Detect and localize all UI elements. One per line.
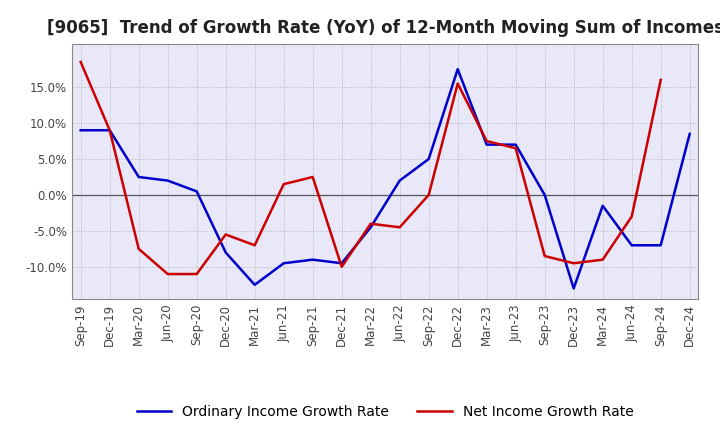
Net Income Growth Rate — [221, 232, 230, 237]
Ordinary Income Growth Rate — [192, 189, 201, 194]
Ordinary Income Growth Rate — [163, 178, 172, 183]
Ordinary Income Growth Rate — [395, 178, 404, 183]
Ordinary Income Growth Rate — [511, 142, 520, 147]
Ordinary Income Growth Rate — [454, 66, 462, 72]
Ordinary Income Growth Rate — [657, 242, 665, 248]
Net Income Growth Rate — [424, 192, 433, 198]
Ordinary Income Growth Rate — [366, 225, 375, 230]
Net Income Growth Rate — [135, 246, 143, 252]
Net Income Growth Rate — [279, 182, 288, 187]
Ordinary Income Growth Rate — [424, 156, 433, 161]
Net Income Growth Rate — [338, 264, 346, 269]
Net Income Growth Rate — [105, 128, 114, 133]
Ordinary Income Growth Rate — [482, 142, 491, 147]
Title: [9065]  Trend of Growth Rate (YoY) of 12-Month Moving Sum of Incomes: [9065] Trend of Growth Rate (YoY) of 12-… — [47, 19, 720, 37]
Net Income Growth Rate — [76, 59, 85, 65]
Net Income Growth Rate — [308, 174, 317, 180]
Net Income Growth Rate — [454, 81, 462, 86]
Net Income Growth Rate — [598, 257, 607, 262]
Ordinary Income Growth Rate — [251, 282, 259, 287]
Net Income Growth Rate — [511, 146, 520, 151]
Ordinary Income Growth Rate — [279, 260, 288, 266]
Net Income Growth Rate — [192, 271, 201, 277]
Ordinary Income Growth Rate — [135, 174, 143, 180]
Net Income Growth Rate — [541, 253, 549, 259]
Line: Ordinary Income Growth Rate: Ordinary Income Growth Rate — [81, 69, 690, 288]
Ordinary Income Growth Rate — [76, 128, 85, 133]
Net Income Growth Rate — [657, 77, 665, 83]
Ordinary Income Growth Rate — [338, 260, 346, 266]
Ordinary Income Growth Rate — [105, 128, 114, 133]
Ordinary Income Growth Rate — [570, 286, 578, 291]
Net Income Growth Rate — [482, 139, 491, 144]
Legend: Ordinary Income Growth Rate, Net Income Growth Rate: Ordinary Income Growth Rate, Net Income … — [131, 400, 639, 425]
Ordinary Income Growth Rate — [308, 257, 317, 262]
Line: Net Income Growth Rate: Net Income Growth Rate — [81, 62, 661, 274]
Net Income Growth Rate — [366, 221, 375, 226]
Net Income Growth Rate — [570, 260, 578, 266]
Ordinary Income Growth Rate — [541, 192, 549, 198]
Net Income Growth Rate — [163, 271, 172, 277]
Ordinary Income Growth Rate — [598, 203, 607, 209]
Net Income Growth Rate — [627, 214, 636, 219]
Ordinary Income Growth Rate — [221, 250, 230, 255]
Ordinary Income Growth Rate — [685, 131, 694, 136]
Ordinary Income Growth Rate — [627, 242, 636, 248]
Net Income Growth Rate — [251, 242, 259, 248]
Net Income Growth Rate — [395, 225, 404, 230]
